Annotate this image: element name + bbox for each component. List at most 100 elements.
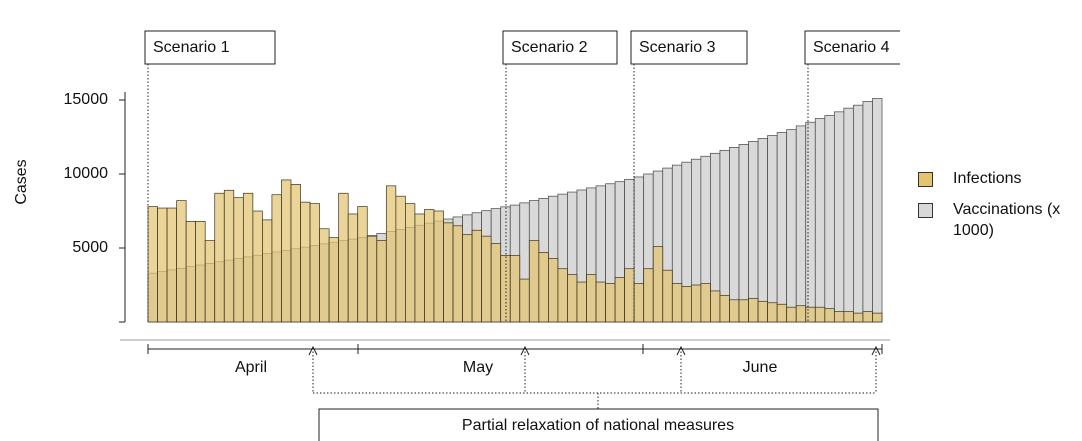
infection-bar	[614, 277, 625, 323]
infection-bar	[395, 195, 406, 323]
infection-bar	[347, 213, 359, 323]
infection-bar	[767, 302, 778, 323]
arrow-head	[871, 345, 881, 356]
infection-bar	[757, 300, 768, 323]
legend: Infections Vaccinations (x 1000)	[918, 168, 1082, 251]
infection-bar	[385, 185, 397, 323]
infection-bar	[805, 306, 816, 323]
infection-bar	[376, 240, 387, 323]
legend-swatch	[918, 203, 933, 218]
infection-bar	[595, 281, 606, 323]
infection-bar	[700, 283, 711, 323]
scenario-box	[630, 30, 748, 65]
month-label: May	[463, 359, 493, 376]
arrow-head	[676, 345, 686, 356]
infection-bar	[281, 179, 292, 323]
infection-bar	[223, 189, 235, 323]
infection-bar	[795, 305, 807, 323]
infection-bar	[262, 219, 273, 323]
infection-bar	[490, 243, 502, 323]
infection-bar	[185, 221, 197, 323]
infection-bar	[624, 268, 635, 323]
infection-bar	[719, 295, 730, 323]
infection-bar	[786, 306, 797, 323]
vaccination-bar	[814, 118, 826, 323]
infection-bar	[729, 299, 740, 323]
vaccination-bar	[757, 138, 768, 323]
vaccination-bar	[872, 98, 883, 323]
scenario-label: Scenario 4	[813, 39, 890, 56]
scenario-box	[144, 30, 276, 65]
infection-bar	[300, 201, 311, 323]
legend-item: Vaccinations (x 1000)	[918, 199, 1082, 241]
infection-bar	[824, 308, 835, 323]
infection-bar	[452, 225, 463, 323]
infection-bar	[671, 283, 683, 323]
infection-bar	[843, 311, 854, 323]
infection-bar	[481, 235, 492, 323]
infection-bar	[176, 200, 187, 323]
infection-bar	[443, 222, 454, 323]
infection-bar	[214, 192, 225, 323]
infection-bar	[652, 246, 664, 323]
infection-bar	[414, 213, 425, 323]
month-label: April	[235, 359, 267, 376]
infection-bar	[605, 283, 616, 323]
note-box	[318, 408, 879, 441]
infection-bar	[500, 255, 511, 323]
arrow-head	[520, 345, 530, 356]
vaccination-bar	[862, 101, 873, 323]
infection-bar	[195, 221, 206, 323]
y-tick-label: 15000	[64, 91, 109, 108]
infection-bar	[710, 290, 721, 323]
chart: Cases 5000 10000 15000 Scenario 1 Scenario 2…	[13, 30, 900, 441]
vaccination-bar	[786, 129, 797, 323]
scenario-label: Scenario 1	[153, 39, 230, 56]
infection-bar	[528, 240, 540, 323]
infection-bar	[290, 184, 301, 323]
scenario-box	[804, 30, 900, 65]
scenario-label: Scenario 3	[639, 39, 716, 56]
arrow-head	[308, 345, 318, 356]
infection-bar	[557, 268, 568, 323]
infection-bar	[424, 209, 435, 323]
infection-bar	[548, 258, 559, 323]
month-label: June	[743, 359, 778, 376]
y-axis-label: Cases	[13, 159, 30, 204]
infection-bar	[405, 203, 416, 323]
infection-bar	[157, 207, 168, 323]
infection-bar	[643, 268, 654, 323]
legend-item: Infections	[918, 168, 1082, 189]
infection-bar	[738, 299, 749, 323]
infection-bar	[633, 283, 645, 323]
legend-label: Vaccinations (x 1000)	[953, 201, 1061, 239]
infection-bar	[567, 274, 578, 323]
infection-bar	[538, 252, 549, 323]
infection-bar	[471, 229, 482, 323]
infection-bar	[509, 255, 521, 323]
infection-bar	[147, 206, 158, 323]
infection-bar	[776, 303, 788, 323]
infection-bar	[166, 207, 177, 323]
infection-bar	[519, 278, 530, 323]
infection-bar	[462, 234, 473, 323]
vaccination-bar	[738, 144, 749, 323]
vaccination-bar	[729, 147, 740, 323]
infection-bar	[748, 297, 759, 323]
infection-bar	[681, 286, 692, 323]
vaccination-bar	[767, 135, 778, 323]
vaccination-bar	[824, 115, 835, 323]
legend-label: Infections	[953, 170, 1022, 187]
infection-bar	[586, 274, 597, 323]
infection-bar	[862, 311, 873, 323]
scenario-label: Scenario 2	[511, 39, 588, 56]
infection-bar	[433, 210, 444, 323]
infection-bar	[252, 210, 263, 323]
infection-bar	[357, 206, 368, 323]
y-tick-label: 10000	[64, 165, 109, 182]
y-tick-label: 5000	[72, 239, 108, 256]
vaccination-bar	[748, 141, 759, 323]
vaccination-bar	[795, 125, 807, 323]
infection-bar	[662, 269, 673, 323]
